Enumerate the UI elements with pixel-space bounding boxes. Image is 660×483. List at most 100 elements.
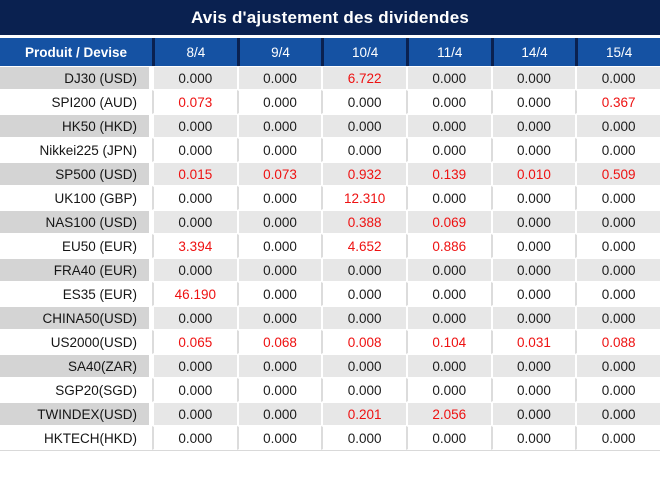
value-cell: 0.000 xyxy=(152,306,237,330)
product-cell: SP500 (USD) xyxy=(0,162,152,186)
value-cell: 0.000 xyxy=(490,258,576,282)
product-cell: CHINA50(USD) xyxy=(0,306,152,330)
value-cell: 0.000 xyxy=(152,378,237,402)
value-cell: 0.000 xyxy=(575,258,660,282)
product-cell: UK100 (GBP) xyxy=(0,186,152,210)
value-cell: 0.000 xyxy=(321,426,406,450)
value-cell: 0.000 xyxy=(575,378,660,402)
value-cell: 0.000 xyxy=(490,90,576,114)
value-cell: 0.000 xyxy=(575,282,660,306)
product-cell: SPI200 (AUD) xyxy=(0,90,152,114)
value-cell: 0.008 xyxy=(321,330,406,354)
value-cell: 0.000 xyxy=(236,306,322,330)
value-cell: 0.000 xyxy=(575,354,660,378)
value-cell: 0.000 xyxy=(152,258,237,282)
value-cell: 0.000 xyxy=(236,186,322,210)
value-cell: 0.000 xyxy=(405,378,491,402)
product-cell: SGP20(SGD) xyxy=(0,378,152,402)
value-cell: 0.000 xyxy=(575,426,660,450)
value-cell: 0.000 xyxy=(236,378,322,402)
value-cell: 0.000 xyxy=(490,378,576,402)
dividends-table: Produit / Devise 8/4 9/4 10/4 11/4 14/4 … xyxy=(0,38,660,451)
table-row: SA40(ZAR) 0.000 0.000 0.000 0.000 0.000 0.000 xyxy=(0,354,660,378)
header-row: Produit / Devise 8/4 9/4 10/4 11/4 14/4 … xyxy=(0,38,660,66)
table-row: ES35 (EUR) 46.190 0.000 0.000 0.000 0.000 0.00… xyxy=(0,282,660,306)
value-cell: 0.000 xyxy=(236,402,322,426)
value-cell: 0.000 xyxy=(575,210,660,234)
title-bar: Avis d'ajustement des dividendes xyxy=(0,0,660,35)
table-body: DJ30 (USD) 0.000 0.000 6.722 0.000 0.000 0.000… xyxy=(0,66,660,450)
table-row: EU50 (EUR) 3.394 0.000 4.652 0.886 0.000 0.000 xyxy=(0,234,660,258)
value-cell: 0.000 xyxy=(152,426,237,450)
value-cell: 0.000 xyxy=(405,258,491,282)
value-cell: 0.932 xyxy=(321,162,406,186)
value-cell: 0.000 xyxy=(575,138,660,162)
product-cell: ES35 (EUR) xyxy=(0,282,152,306)
header-cell-date-6: 15/4 xyxy=(575,38,660,66)
value-cell: 0.000 xyxy=(575,114,660,138)
value-cell: 0.000 xyxy=(236,354,322,378)
value-cell: 0.367 xyxy=(575,90,660,114)
value-cell: 0.000 xyxy=(321,282,406,306)
value-cell: 0.000 xyxy=(575,66,660,90)
product-cell: NAS100 (USD) xyxy=(0,210,152,234)
table-row: SGP20(SGD) 0.000 0.000 0.000 0.000 0.000 0.000 xyxy=(0,378,660,402)
product-cell: DJ30 (USD) xyxy=(0,66,152,90)
table-row: HK50 (HKD) 0.000 0.000 0.000 0.000 0.000 0.000 xyxy=(0,114,660,138)
value-cell: 0.000 xyxy=(490,306,576,330)
value-cell: 0.065 xyxy=(152,330,237,354)
value-cell: 0.000 xyxy=(405,90,491,114)
value-cell: 0.088 xyxy=(575,330,660,354)
value-cell: 6.722 xyxy=(321,66,406,90)
value-cell: 0.000 xyxy=(405,138,491,162)
value-cell: 0.000 xyxy=(490,402,576,426)
value-cell: 0.069 xyxy=(405,210,491,234)
value-cell: 0.000 xyxy=(236,426,322,450)
value-cell: 0.000 xyxy=(321,114,406,138)
table-row: DJ30 (USD) 0.000 0.000 6.722 0.000 0.000 0.000 xyxy=(0,66,660,90)
value-cell: 0.000 xyxy=(152,186,237,210)
header-cell-product: Produit / Devise xyxy=(0,38,152,66)
value-cell: 0.000 xyxy=(405,426,491,450)
value-cell: 0.073 xyxy=(152,90,237,114)
value-cell: 3.394 xyxy=(152,234,237,258)
header-cell-date-2: 9/4 xyxy=(236,38,322,66)
value-cell: 0.000 xyxy=(236,66,322,90)
value-cell: 46.190 xyxy=(152,282,237,306)
product-cell: FRA40 (EUR) xyxy=(0,258,152,282)
value-cell: 0.388 xyxy=(321,210,406,234)
value-cell: 0.000 xyxy=(405,66,491,90)
value-cell: 0.000 xyxy=(236,210,322,234)
value-cell: 0.000 xyxy=(152,402,237,426)
value-cell: 0.000 xyxy=(236,90,322,114)
value-cell: 0.000 xyxy=(490,282,576,306)
table-row: HKTECH(HKD) 0.000 0.000 0.000 0.000 0.000 0.00… xyxy=(0,426,660,450)
value-cell: 0.000 xyxy=(152,66,237,90)
table-row: FRA40 (EUR) 0.000 0.000 0.000 0.000 0.000 0.00… xyxy=(0,258,660,282)
table-row: UK100 (GBP) 0.000 0.000 12.310 0.000 0.000 0.0… xyxy=(0,186,660,210)
table-row: CHINA50(USD) 0.000 0.000 0.000 0.000 0.000 0.0… xyxy=(0,306,660,330)
table-row: NAS100 (USD) 0.000 0.000 0.388 0.069 0.000 0.0… xyxy=(0,210,660,234)
value-cell: 0.000 xyxy=(321,258,406,282)
value-cell: 0.068 xyxy=(236,330,322,354)
value-cell: 0.000 xyxy=(321,378,406,402)
value-cell: 0.000 xyxy=(236,282,322,306)
table-row: Nikkei225 (JPN) 0.000 0.000 0.000 0.000 0.000… xyxy=(0,138,660,162)
value-cell: 0.000 xyxy=(575,186,660,210)
page-title: Avis d'ajustement des dividendes xyxy=(190,7,470,27)
product-cell: HK50 (HKD) xyxy=(0,114,152,138)
table-row: TWINDEX(USD) 0.000 0.000 0.201 2.056 0.000 0.0… xyxy=(0,402,660,426)
value-cell: 0.000 xyxy=(575,234,660,258)
value-cell: 0.000 xyxy=(152,114,237,138)
product-cell: HKTECH(HKD) xyxy=(0,426,152,450)
header-cell-date-1: 8/4 xyxy=(152,38,237,66)
value-cell: 0.000 xyxy=(321,90,406,114)
value-cell: 0.000 xyxy=(575,402,660,426)
value-cell: 0.509 xyxy=(575,162,660,186)
value-cell: 0.886 xyxy=(405,234,491,258)
value-cell: 0.000 xyxy=(490,186,576,210)
value-cell: 0.139 xyxy=(405,162,491,186)
value-cell: 0.000 xyxy=(490,138,576,162)
header-cell-date-5: 14/4 xyxy=(490,38,576,66)
